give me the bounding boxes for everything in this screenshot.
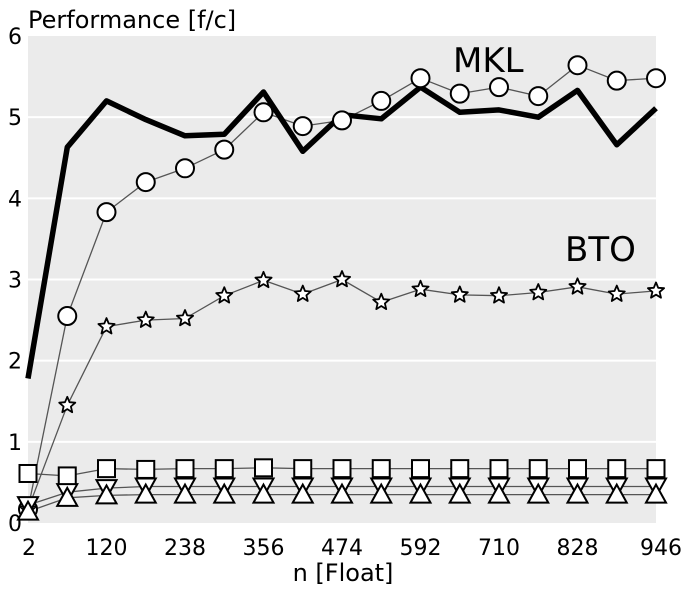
marker-squares-238 [175,459,195,479]
marker-up-triangles-651 [448,482,472,504]
marker-squares-179 [136,459,156,479]
marker-bto-61 [58,395,77,414]
x-tick-label-474: 474 [321,536,363,561]
marker-up-triangles-297 [212,482,236,504]
marker-up-triangles-474 [330,482,354,504]
marker-circles-828 [567,55,588,76]
marker-up-triangles-887 [605,482,629,504]
series-markers [16,55,668,521]
series-label-mkl: MKL [453,41,524,81]
marker-squares-769 [528,459,548,479]
series-label-bto: BTO [565,230,636,270]
marker-squares-356 [254,458,273,478]
marker-squares-592 [411,459,430,479]
marker-up-triangles-592 [408,482,433,504]
marker-up-triangles-710 [487,482,511,504]
y-tick-label-1: 1 [8,431,22,456]
marker-squares-710 [489,459,509,479]
marker-squares-946 [646,459,666,479]
marker-squares-61 [57,466,77,486]
marker-bto-651 [450,285,469,303]
marker-squares-474 [332,459,352,479]
marker-up-triangles-828 [565,482,590,504]
marker-circles-474 [332,110,352,131]
x-tick-label-2: 2 [22,536,36,561]
marker-circles-946 [646,68,666,89]
x-tick-label-120: 120 [86,536,128,561]
marker-up-triangles-179 [134,482,158,504]
marker-bto-238 [175,309,195,327]
y-tick-label-4: 4 [8,187,22,212]
marker-bto-179 [136,310,155,328]
marker-squares-533 [371,459,391,479]
x-tick-label-710: 710 [478,536,520,561]
marker-bto-533 [372,292,391,311]
marker-circles-533 [371,90,392,111]
marker-circles-297 [214,139,235,160]
marker-squares-415 [293,459,313,479]
marker-circles-651 [449,83,470,104]
marker-circles-61 [57,306,78,327]
marker-bto-710 [489,286,509,304]
marker-circles-769 [528,86,549,107]
y-tick-label-2: 2 [8,350,22,375]
y-tick-label-0: 0 [8,512,22,537]
marker-circles-120 [96,202,117,223]
x-tick-label-828: 828 [557,536,599,561]
marker-circles-238 [175,158,195,179]
marker-circles-415 [292,116,313,137]
marker-up-triangles-61 [55,485,79,507]
marker-up-triangles-533 [369,482,393,504]
marker-bto-769 [529,283,548,301]
marker-up-triangles-238 [173,482,197,504]
marker-bto-415 [293,284,312,302]
marker-up-triangles-2 [16,499,40,521]
marker-bto-474 [332,270,352,288]
marker-up-triangles-769 [526,482,550,504]
marker-bto-592 [411,279,430,298]
marker-bto-120 [97,317,116,335]
marker-squares-651 [450,459,470,479]
marker-squares-887 [607,459,627,479]
marker-up-triangles-120 [94,483,119,505]
marker-up-triangles-356 [251,482,276,504]
y-axis-title: Performance [f/c] [28,6,236,34]
marker-circles-887 [606,70,627,91]
marker-bto-356 [254,270,273,289]
y-tick-label-3: 3 [8,269,22,294]
x-tick-label-946: 946 [640,536,682,561]
x-tick-label-592: 592 [400,536,442,561]
marker-up-triangles-946 [644,482,668,504]
marker-circles-179 [135,172,156,193]
marker-up-triangles-415 [291,482,315,504]
marker-squares-828 [568,459,587,479]
marker-squares-2 [18,463,38,483]
marker-circles-356 [253,102,274,123]
marker-bto-828 [568,277,587,295]
marker-squares-297 [214,459,234,479]
x-axis-title: n [Float] [293,559,394,587]
marker-bto-946 [647,281,665,299]
marker-circles-710 [489,77,509,98]
x-tick-label-238: 238 [164,536,206,561]
marker-squares-120 [97,459,116,479]
marker-circles-592 [410,68,431,89]
y-tick-label-6: 6 [8,25,22,50]
marker-bto-297 [215,286,234,304]
y-tick-label-5: 5 [8,106,22,131]
x-tick-label-356: 356 [243,536,285,561]
tick-labels: 0 1 2 3 4 5 6 2 120 238 356 474 592 710 828 946 [8,25,682,561]
marker-bto-887 [607,284,626,302]
